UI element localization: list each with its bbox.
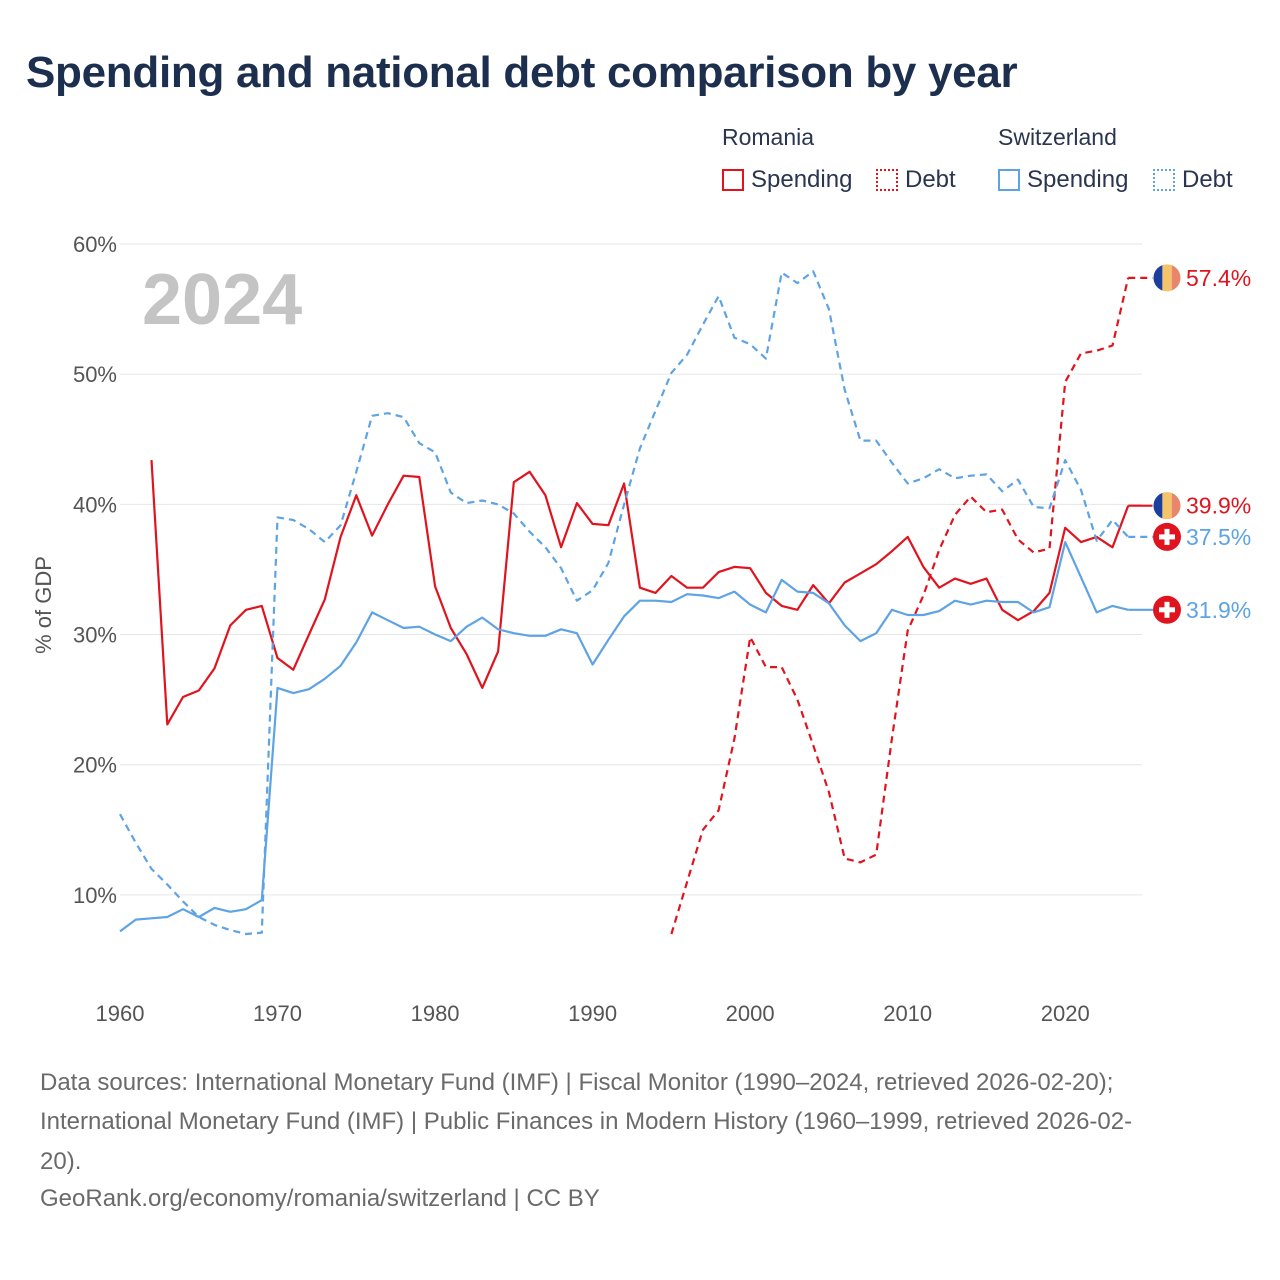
y-tick-label: 30% <box>73 623 117 648</box>
series-line-romania-spending[interactable] <box>150 460 1130 726</box>
end-value-label: 37.5% <box>1186 524 1251 550</box>
legend-label: Spending <box>1027 166 1129 193</box>
x-tick-label: 2010 <box>883 1001 932 1026</box>
switzerland-flag-icon <box>1153 595 1181 624</box>
source-line-2: International Monetary Fund (IMF) | Publ… <box>40 1108 1133 1135</box>
end-value-label: 31.9% <box>1186 597 1251 623</box>
chart-title: Spending and national debt comparison by… <box>26 48 1018 97</box>
legend-group-switzerland: Switzerland <box>998 124 1117 150</box>
switzerland-flag-icon <box>1153 522 1181 551</box>
legend-switzerland-spending[interactable]: Spending <box>998 166 1128 194</box>
x-axis-ticks: 1960 1970 1980 1990 2000 2010 2020 <box>96 1001 1090 1026</box>
legend-swatch-dotted <box>1153 169 1175 191</box>
x-tick-label: 1970 <box>253 1001 302 1026</box>
legend-romania-debt[interactable]: Debt <box>876 166 956 194</box>
source-line-3: 20). <box>40 1148 82 1175</box>
y-axis-label: % of GDP <box>31 556 56 654</box>
legend-label: Spending <box>751 166 853 193</box>
gridlines <box>120 243 1142 896</box>
source-line-1: Data sources: International Monetary Fun… <box>40 1069 1114 1096</box>
y-tick-label: 10% <box>73 883 117 908</box>
series-lines <box>119 270 1153 936</box>
legend-group-romania: Romania <box>722 124 815 150</box>
y-tick-label: 20% <box>73 753 117 778</box>
x-tick-label: 2020 <box>1041 1001 1090 1026</box>
end-value-label: 39.9% <box>1186 493 1251 519</box>
end-value-label: 57.4% <box>1186 265 1251 291</box>
series-line-romania-debt[interactable] <box>670 277 1130 935</box>
series-line-switzerland-spending[interactable] <box>119 541 1129 933</box>
legend-label: Debt <box>905 166 956 193</box>
y-tick-label: 50% <box>73 362 117 387</box>
x-tick-label: 1980 <box>411 1001 460 1026</box>
x-tick-label: 2000 <box>726 1001 775 1026</box>
series-line-switzerland-debt[interactable] <box>119 270 1130 936</box>
x-tick-label: 1990 <box>568 1001 617 1026</box>
legend-label: Debt <box>1182 166 1233 193</box>
romania-flag-icon <box>1152 263 1182 293</box>
year-watermark: 2024 <box>142 260 302 340</box>
legend-swatch-solid <box>722 169 744 191</box>
attribution-link[interactable]: GeoRank.org/economy/romania/switzerland … <box>40 1185 600 1212</box>
y-tick-label: 40% <box>73 492 117 517</box>
legend-swatch-dotted <box>876 169 898 191</box>
romania-flag-icon <box>1152 491 1182 521</box>
line-chart: 2024 % of GDP 10% 20% 30% 40% 50% 60% 1960 197… <box>31 232 1251 1026</box>
legend-swatch-solid <box>998 169 1020 191</box>
legend-switzerland-debt[interactable]: Debt <box>1153 166 1233 194</box>
x-tick-label: 1960 <box>96 1001 145 1026</box>
y-tick-label: 60% <box>73 232 117 257</box>
y-axis-ticks: 10% 20% 30% 40% 50% 60% <box>73 232 117 908</box>
legend-romania-spending[interactable]: Spending <box>722 166 852 194</box>
end-markers: 39.9% 57.4% 31.9% 37.5% <box>1152 263 1251 624</box>
